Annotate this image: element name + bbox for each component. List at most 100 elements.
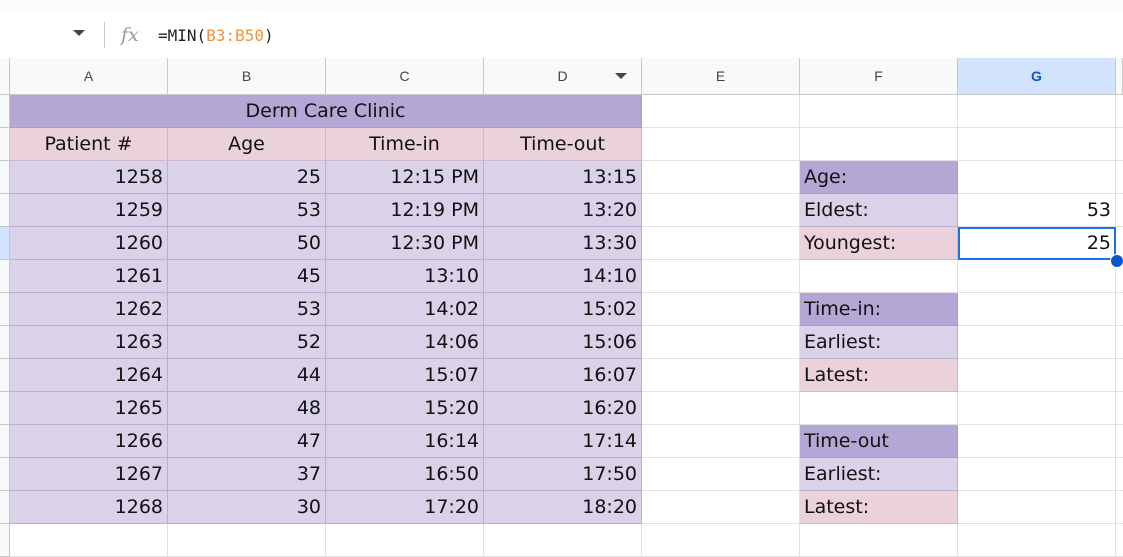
summary-label-cell[interactable]: Eldest: [800,194,958,227]
cell[interactable] [326,524,484,557]
cell[interactable] [1116,359,1123,392]
data-cell[interactable]: 16:07 [484,359,642,392]
data-cell[interactable]: 17:50 [484,458,642,491]
column-label-cell[interactable]: Time-out [484,128,642,161]
cell[interactable] [642,194,800,227]
data-cell[interactable]: 1267 [10,458,168,491]
data-cell[interactable]: 14:10 [484,260,642,293]
cell[interactable] [958,524,1116,557]
row-header[interactable] [0,392,10,425]
data-cell[interactable]: 30 [168,491,326,524]
cell[interactable] [642,524,800,557]
cell[interactable] [800,524,958,557]
cell[interactable] [1116,425,1123,458]
cell[interactable] [642,359,800,392]
summary-label-cell[interactable]: Earliest: [800,326,958,359]
cell[interactable] [958,128,1116,161]
cell[interactable] [958,425,1116,458]
data-cell[interactable]: 1266 [10,425,168,458]
row-header[interactable] [0,161,10,194]
cell[interactable] [1116,260,1123,293]
cell[interactable] [1116,161,1123,194]
data-cell[interactable]: 13:10 [326,260,484,293]
summary-label-cell[interactable]: Youngest: [800,227,958,260]
data-cell[interactable]: 25 [168,161,326,194]
cell[interactable] [958,458,1116,491]
cell[interactable] [1116,458,1123,491]
cell[interactable] [642,95,800,128]
data-cell[interactable]: 1259 [10,194,168,227]
summary-value-cell[interactable]: 25 [958,227,1116,260]
data-cell[interactable]: 15:20 [326,392,484,425]
data-cell[interactable]: 1260 [10,227,168,260]
cell[interactable] [1116,194,1123,227]
cell[interactable] [800,128,958,161]
column-label-cell[interactable]: Time-in [326,128,484,161]
cell[interactable] [642,326,800,359]
cell[interactable] [958,260,1116,293]
data-cell[interactable]: 14:02 [326,293,484,326]
data-cell[interactable]: 15:06 [484,326,642,359]
row-header[interactable] [0,425,10,458]
data-cell[interactable]: 14:06 [326,326,484,359]
column-header-b[interactable]: B [168,58,326,95]
row-header[interactable] [0,491,10,524]
summary-label-cell[interactable]: Earliest: [800,458,958,491]
row-header[interactable] [0,128,10,161]
summary-label-cell[interactable]: Time-in: [800,293,958,326]
cell[interactable] [958,392,1116,425]
data-cell[interactable]: 52 [168,326,326,359]
cell[interactable] [1116,392,1123,425]
column-header-a[interactable]: A [10,58,168,95]
cell[interactable] [642,491,800,524]
data-cell[interactable]: 15:07 [326,359,484,392]
summary-label-cell[interactable]: Time-out [800,425,958,458]
data-cell[interactable]: 45 [168,260,326,293]
data-cell[interactable]: 15:02 [484,293,642,326]
summary-label-cell[interactable]: Age: [800,161,958,194]
row-header[interactable] [0,326,10,359]
cell[interactable] [958,491,1116,524]
cell[interactable] [642,458,800,491]
cell[interactable] [642,260,800,293]
row-header[interactable] [0,293,10,326]
cell[interactable] [800,260,958,293]
cell[interactable] [642,392,800,425]
data-cell[interactable]: 53 [168,293,326,326]
column-header-c[interactable]: C [326,58,484,95]
cell[interactable] [1116,524,1123,557]
column-header-e[interactable]: E [642,58,800,95]
data-cell[interactable]: 1262 [10,293,168,326]
cell[interactable] [1116,491,1123,524]
row-header[interactable] [0,227,10,260]
cell[interactable] [168,524,326,557]
data-cell[interactable]: 17:14 [484,425,642,458]
data-cell[interactable]: 1258 [10,161,168,194]
summary-label-cell[interactable]: Latest: [800,359,958,392]
formula-input[interactable]: =MIN(B3:B50) [158,26,274,45]
column-header-f[interactable]: F [800,58,958,95]
data-cell[interactable]: 13:30 [484,227,642,260]
name-box-dropdown-icon[interactable] [73,30,85,36]
row-header[interactable] [0,458,10,491]
row-header[interactable] [0,95,10,128]
cell[interactable] [958,293,1116,326]
data-cell[interactable]: 12:19 PM [326,194,484,227]
row-header[interactable] [0,260,10,293]
data-cell[interactable]: 13:15 [484,161,642,194]
data-cell[interactable]: 1261 [10,260,168,293]
cell[interactable] [642,293,800,326]
cell[interactable] [800,392,958,425]
cell[interactable] [1116,293,1123,326]
cell[interactable] [642,128,800,161]
cell[interactable] [958,161,1116,194]
data-cell[interactable]: 1264 [10,359,168,392]
data-cell[interactable]: 1265 [10,392,168,425]
data-cell[interactable]: 44 [168,359,326,392]
column-label-cell[interactable]: Patient # [10,128,168,161]
cell[interactable] [642,227,800,260]
cell[interactable] [1116,128,1123,161]
data-cell[interactable]: 48 [168,392,326,425]
table-title-cell[interactable]: Derm Care Clinic [10,95,642,128]
column-filter-dropdown-icon[interactable] [615,73,627,79]
